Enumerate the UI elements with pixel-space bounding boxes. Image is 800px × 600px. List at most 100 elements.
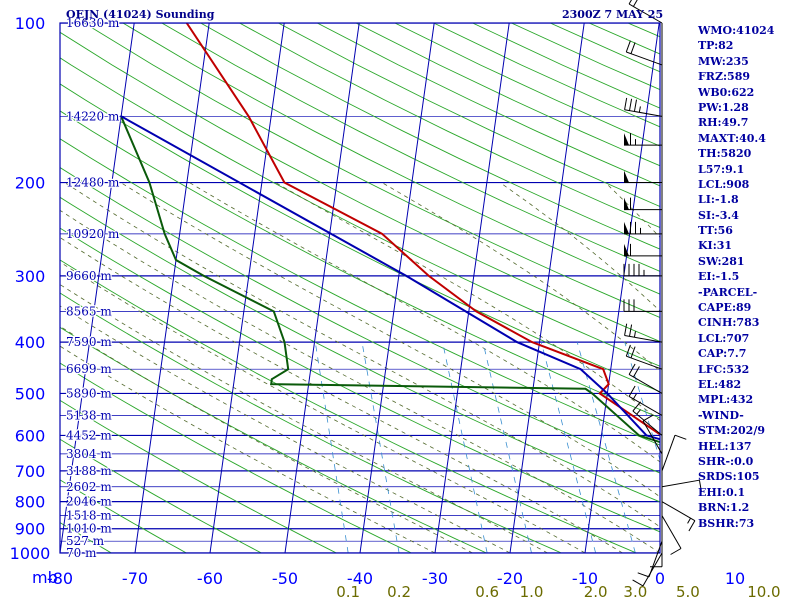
dewpoint-point (270, 378, 273, 381)
stat-item: RH:49.7 (698, 116, 749, 130)
pressure-tick-label: 200 (15, 174, 46, 193)
dewpoint-point (175, 259, 177, 261)
wind-barb-shaft (661, 479, 700, 488)
pressure-tick-label: 400 (15, 333, 46, 352)
dewpoint-point (638, 434, 640, 437)
temperature-point (247, 115, 250, 118)
wind-barb-flag (628, 0, 632, 5)
dry-adiabat (60, 57, 660, 367)
pressure-tick-label: 800 (15, 493, 46, 512)
height-label: 14220 m (66, 109, 120, 123)
wind-barb (625, 40, 663, 66)
dewpoint-point (691, 540, 693, 542)
moist-adiabat (60, 261, 586, 553)
temp-tick-label: -10 (572, 569, 598, 588)
temp-tick-label: 10 (725, 569, 745, 588)
stat-item: STM:202/9 (698, 424, 765, 438)
wind-barb (623, 263, 662, 277)
wind-barb-flag (688, 520, 696, 532)
stat-item: LI:-1.8 (698, 193, 739, 207)
plot-area (60, 23, 790, 553)
stat-item: BRN:1.2 (698, 501, 750, 515)
wind-barb-pennant (624, 170, 629, 183)
moist-adiabat (189, 182, 660, 463)
moist-adiabat (60, 345, 436, 553)
plot-frame (59, 22, 661, 554)
height-label: 3804 m (66, 447, 112, 461)
stat-item: TH:5820 (698, 147, 752, 161)
dewpoint-point (591, 392, 594, 395)
pressure-tick-label: 1000 (10, 544, 51, 563)
wind-barb (661, 479, 702, 493)
wind-barb-shaft (628, 374, 663, 394)
height-label: 2046 m (66, 495, 112, 509)
dewpoint-point (678, 470, 680, 472)
mixing-ratio-line (482, 342, 532, 553)
pressure-tick-label: 500 (15, 384, 46, 403)
wind-barb-flag (624, 97, 628, 110)
dry-adiabat (60, 138, 660, 446)
isotherm (134, 23, 210, 553)
wind-barb (632, 552, 663, 587)
temperature-point (475, 310, 478, 313)
wind-barb (642, 414, 663, 455)
mixing-ratio-label: 1.0 (520, 583, 544, 600)
isotherm (434, 23, 510, 553)
height-label: 16630 m (66, 16, 120, 30)
dry-adiabat (60, 438, 262, 553)
wind-barb-flag (637, 572, 650, 578)
height-label: 70 m (66, 546, 97, 560)
dry-adiabat (60, 326, 487, 553)
stat-item: SHR-:0.0 (698, 454, 754, 468)
wind-barb (661, 501, 696, 532)
wind-barb-shaft (661, 515, 682, 549)
height-label: 2602 m (66, 480, 112, 494)
temp-tick-label: -50 (272, 569, 298, 588)
wind-barb-flag (632, 401, 641, 412)
wind-barb-shaft (642, 552, 663, 587)
isotherm (60, 23, 135, 553)
wind-barb (623, 299, 662, 312)
wind-barb-pennant (624, 133, 629, 146)
wind-barb-shaft (628, 3, 663, 24)
station-title: OEJN (41024) Sounding (66, 8, 215, 21)
wind-barb (624, 243, 662, 257)
wind-barb-shaft (632, 410, 663, 436)
stat-item: HEL:137 (698, 439, 752, 453)
pressure-tick-label: 700 (15, 462, 46, 481)
dry-adiabat (122, 23, 660, 295)
dewpoint-point (584, 387, 587, 390)
temperature-point (381, 233, 384, 235)
dewpoint-point (283, 341, 286, 343)
moist-adiabat (120, 182, 660, 498)
wind-barb-flag (633, 99, 638, 112)
stat-item: MAXT:40.4 (698, 131, 766, 145)
temperature-point (788, 486, 790, 488)
dry-adiabat (60, 479, 187, 553)
wind-barb (628, 0, 663, 24)
wind-barb-flag (625, 40, 631, 53)
wind-barb-pennant (624, 197, 629, 210)
wind-barb (650, 528, 663, 568)
height-label: 5890 m (66, 386, 112, 400)
mixing-ratio-label: 3.0 (623, 583, 647, 600)
wind-barb (624, 170, 662, 184)
wind-barb-shaft (624, 109, 663, 117)
wind-barb-flag (670, 548, 682, 555)
stat-item: CAP:7.7 (698, 347, 747, 361)
pressure-tick-label: 600 (15, 426, 46, 445)
wind-barb (661, 515, 682, 555)
moist-adiabat (381, 182, 660, 372)
wind-barb (624, 97, 663, 117)
moist-adiabat (499, 182, 660, 312)
wind-barb-half (633, 331, 636, 338)
wind-barb-flag (642, 414, 654, 422)
pressure-tick-label: 100 (15, 14, 46, 33)
temp-tick-label: -60 (197, 569, 223, 588)
temperature-point (531, 341, 533, 343)
dry-adiabat (60, 167, 660, 474)
height-label: 3188 m (66, 464, 112, 478)
wind-barb-flag (629, 98, 633, 111)
